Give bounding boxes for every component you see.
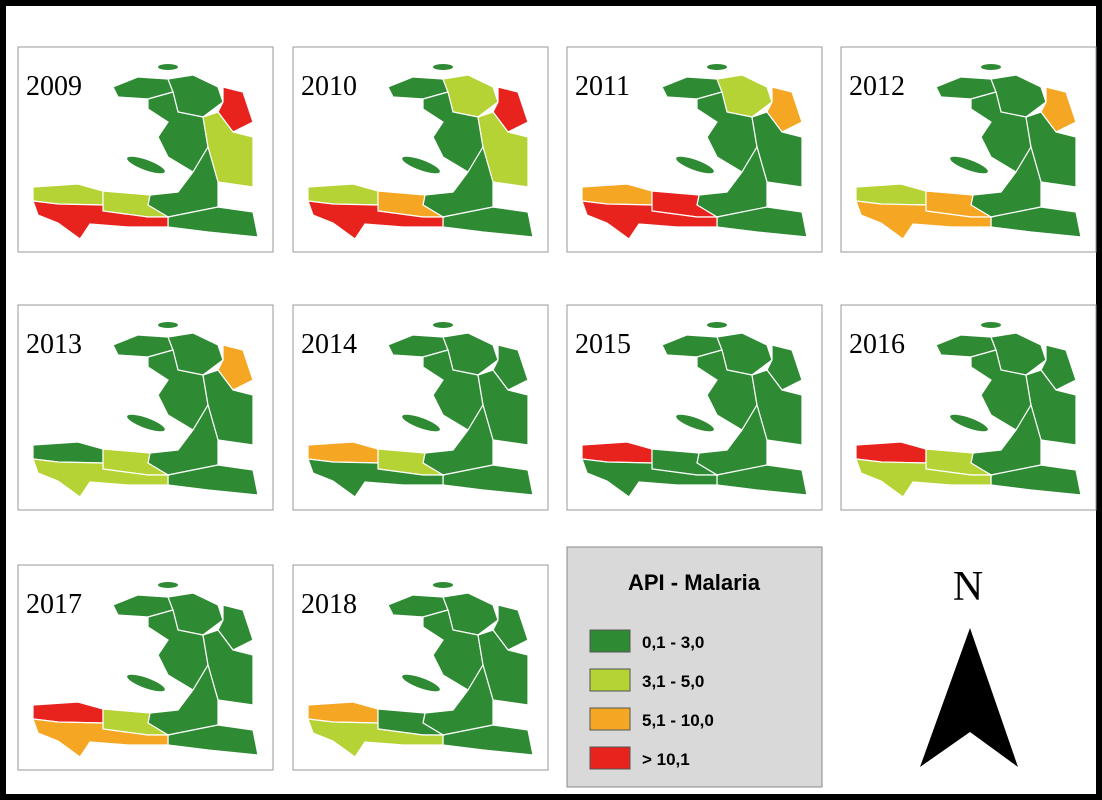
legend-label: > 10,1 [642,750,690,769]
map-panel: 2017 [17,564,274,771]
map-panel: 2009 [17,46,274,253]
year-label: 2016 [849,329,905,360]
island [981,64,1001,70]
island [707,64,727,70]
department [307,200,444,240]
map-panel: 2013 [17,304,274,511]
map-panel: 2012 [840,46,1097,253]
island [402,674,440,692]
year-label: 2013 [26,329,82,360]
department [32,200,169,240]
island [950,414,988,432]
year-label: 2011 [575,71,630,102]
department [307,458,444,498]
department [855,200,992,240]
map-panel: 2016 [840,304,1097,511]
year-label: 2017 [26,589,82,620]
legend-swatch [589,746,631,770]
north-arrow [920,628,1018,767]
department [307,718,444,758]
maps: 2009 2010 2011 2012 2013 2014 2015 2016 2017 2018 [17,46,1097,771]
department [32,458,169,498]
map-panel: 2015 [566,304,823,511]
map-panel: 2010 [292,46,549,253]
legend-swatch [589,707,631,731]
island [402,414,440,432]
year-label: 2012 [849,71,905,102]
map-panel: 2014 [292,304,549,511]
island [707,322,727,328]
island [158,582,178,588]
island [402,156,440,174]
year-label: 2015 [575,329,631,360]
legend-swatch [589,629,631,653]
legend-swatch [589,668,631,692]
department [581,458,718,498]
island [158,64,178,70]
year-label: 2009 [26,71,82,102]
island [127,414,165,432]
year-label: 2014 [301,329,357,360]
map-panel: 2018 [292,564,549,771]
island [676,414,714,432]
year-label: 2010 [301,71,357,102]
island [433,64,453,70]
legend-label: 5,1 - 10,0 [642,711,714,730]
island [981,322,1001,328]
island [127,674,165,692]
island [950,156,988,174]
island [127,156,165,174]
department [581,200,718,240]
legend-label: 3,1 - 5,0 [642,672,704,691]
department [855,458,992,498]
legend-title: API - Malaria [628,570,761,595]
legend-label: 0,1 - 3,0 [642,633,704,652]
legend-items: 0,1 - 3,0 3,1 - 5,0 5,1 - 10,0 > 10,1 [589,629,714,770]
island [676,156,714,174]
island [433,582,453,588]
year-label: 2018 [301,589,357,620]
island [433,322,453,328]
department [32,718,169,758]
north-label: N [953,564,983,610]
map-panel: 2011 [566,46,823,253]
island [158,322,178,328]
